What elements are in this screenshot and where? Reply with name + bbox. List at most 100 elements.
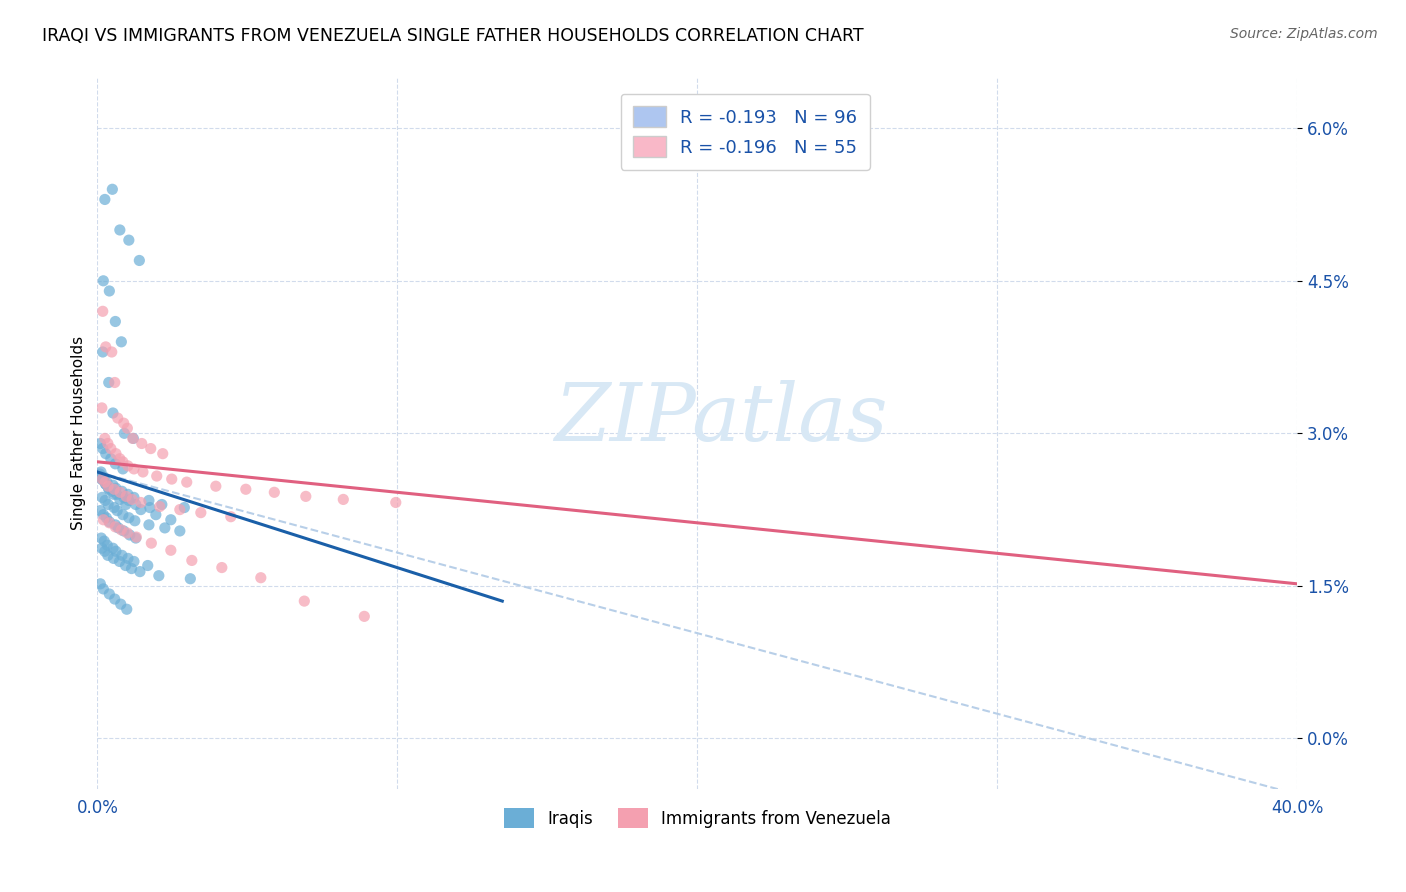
Point [101,406,124,420]
Point [117,526,139,541]
Point [112,524,135,538]
Point [160,513,183,527]
Point [107,521,129,535]
Point [89,469,111,483]
Point [205,479,228,493]
Point [94,193,117,207]
Point [89,503,111,517]
Point [90,472,112,486]
Point [104,447,127,461]
Point [115,602,138,616]
Point [90,531,112,545]
Point [118,528,141,542]
Point [104,517,127,532]
Point [94,477,117,491]
Point [139,500,162,515]
Point [91,472,114,486]
Point [103,482,125,496]
Point [96,538,118,552]
Point [111,455,134,469]
Point [97,479,120,493]
Point [94,431,117,445]
Point [131,436,153,450]
Y-axis label: Single Father Households: Single Father Households [72,336,86,531]
Point [108,485,131,500]
Point [97,436,120,450]
Point [111,484,134,499]
Point [117,551,139,566]
Point [132,465,155,479]
Point [108,451,131,466]
Point [180,553,202,567]
Point [96,510,118,524]
Point [112,426,135,441]
Point [138,517,160,532]
Point [97,498,120,512]
Point [150,498,173,512]
Point [111,508,134,522]
Point [169,524,191,538]
Point [118,493,141,508]
Point [160,543,183,558]
Point [112,416,135,430]
Point [101,478,124,492]
Point [295,489,318,503]
Point [160,472,183,486]
Point [100,484,122,499]
Point [121,492,143,507]
Point [98,284,121,298]
Point [152,447,174,461]
Point [125,530,148,544]
Point [91,304,114,318]
Point [117,487,139,501]
Point [129,502,152,516]
Point [292,594,315,608]
Point [103,487,125,501]
Point [129,565,152,579]
Point [110,523,132,537]
Point [100,345,122,359]
Point [93,470,115,484]
Point [89,436,111,450]
Point [122,554,145,568]
Point [104,544,127,558]
Point [110,597,132,611]
Point [98,516,121,530]
Point [250,571,273,585]
Point [149,500,172,514]
Point [100,442,122,456]
Point [173,500,195,515]
Point [97,482,120,496]
Point [107,411,129,425]
Point [128,253,150,268]
Point [179,572,201,586]
Point [89,467,111,481]
Text: ZIPatlas: ZIPatlas [554,380,889,458]
Point [111,549,134,563]
Point [100,451,122,466]
Point [90,465,112,479]
Point [219,509,242,524]
Point [112,491,135,505]
Point [93,274,115,288]
Point [211,560,233,574]
Point [111,462,134,476]
Point [94,544,117,558]
Point [94,447,117,461]
Point [104,592,127,607]
Point [190,506,212,520]
Point [125,531,148,545]
Point [138,493,160,508]
Point [108,492,131,507]
Point [93,582,115,596]
Point [104,457,127,471]
Point [122,462,145,476]
Point [101,541,124,556]
Point [93,534,115,549]
Point [91,442,114,456]
Point [97,549,120,563]
Point [98,515,121,529]
Point [94,475,117,490]
Point [89,577,111,591]
Point [110,334,132,349]
